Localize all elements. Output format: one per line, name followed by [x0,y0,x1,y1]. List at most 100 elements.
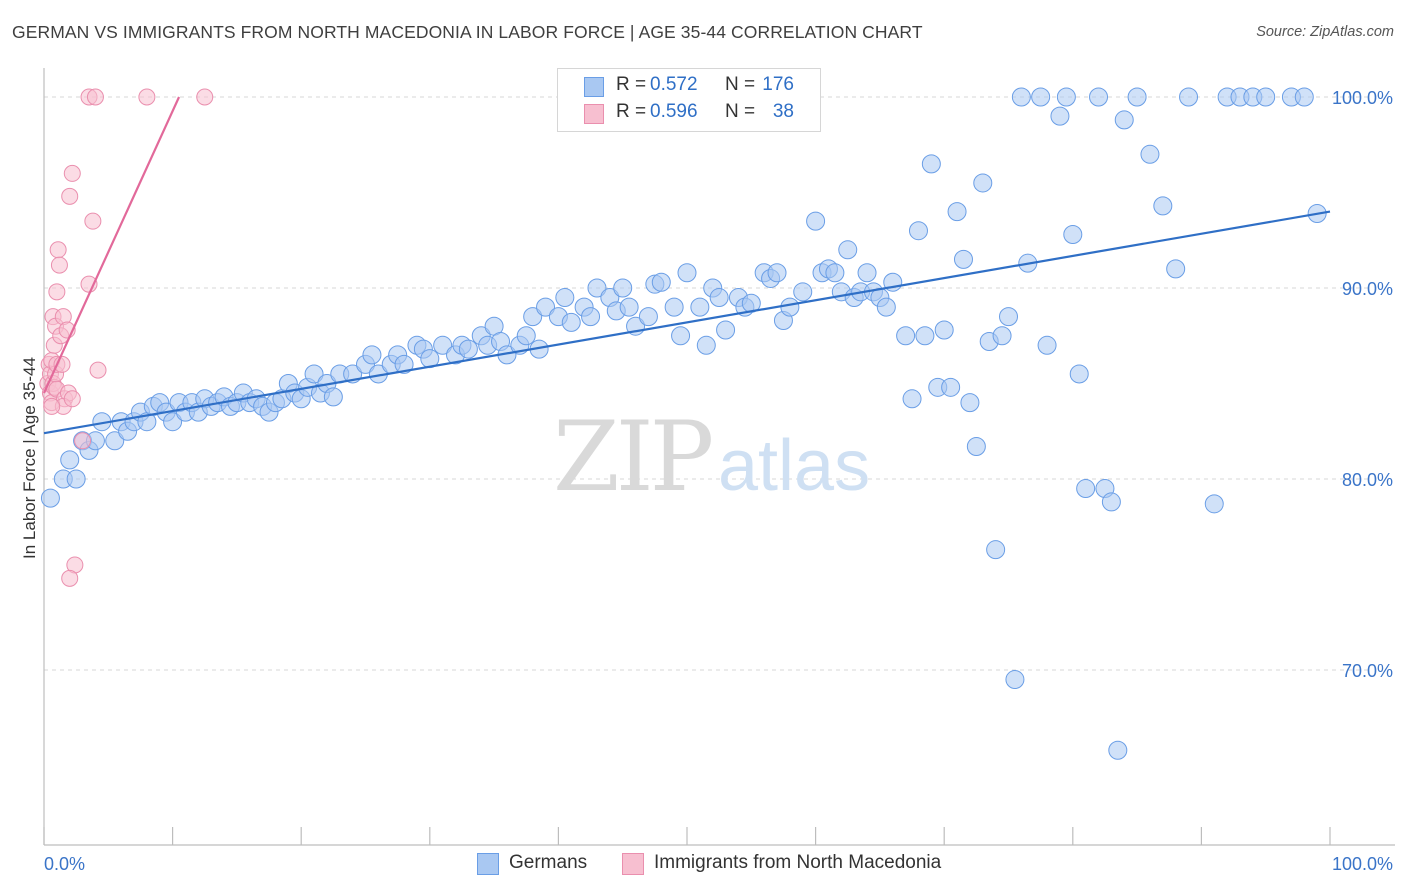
germans-point [677,263,697,283]
macedonia-point [48,283,66,301]
legend-swatch-germans [584,77,604,97]
x-tick-label: 100.0% [1332,854,1393,874]
bottom-legend-swatch-germans [477,853,499,875]
x-tick-label: 0.0% [44,854,85,874]
axes [43,68,1395,846]
germans-point [1140,144,1160,164]
legend-r-value: 0.572 [650,74,698,95]
legend-swatch-macedonia [584,104,604,124]
germans-point [581,307,601,327]
macedonia-point [61,187,79,205]
germans-point [1063,225,1083,245]
macedonia-trend-line [42,96,181,394]
germans-point [638,307,658,327]
legend-r-label: R = [616,101,647,122]
germans-point [953,249,973,269]
germans-point [362,345,382,365]
germans-point [915,326,935,346]
germans-point [1101,492,1121,512]
macedonia-point [138,88,156,106]
macedonia-point [49,241,67,259]
germans-point [960,393,980,413]
germans-point [767,263,787,283]
germans-point [60,450,80,470]
germans-point [876,297,896,317]
germans-point [1179,87,1199,107]
germans-point [458,339,478,359]
germans-point [671,326,691,346]
germans-point [1011,87,1031,107]
chart-title: GERMAN VS IMMIGRANTS FROM NORTH MACEDONI… [12,22,923,42]
trend-lines [42,96,1331,435]
germans-point [934,320,954,340]
y-tick-label: 70.0% [1342,661,1393,681]
germans-point [902,389,922,409]
bottom-legend-swatch-macedonia [622,853,644,875]
germans-point [780,297,800,317]
germans-point [896,326,916,346]
germans-point [793,282,813,302]
germans-point [1114,110,1134,130]
germans-point [806,211,826,231]
macedonia-point [196,88,214,106]
y-tick-label: 100.0% [1332,88,1393,108]
stats-legend: R = 0.572 N = 176 R = 0.596 N = 38 [557,68,821,132]
germans-point [1127,87,1147,107]
germans-point [394,354,414,374]
legend-n-label: N = [725,101,756,122]
germans-point [433,335,453,355]
germans-point [690,297,710,317]
germans-point [1037,335,1057,355]
germans-point [1031,87,1051,107]
germans-point [857,263,877,283]
y-axis-label: In Labor Force | Age 35-44 [20,357,39,559]
macedonia-point [63,164,81,182]
legend-n-value: 38 [772,101,794,122]
tick-labels: 70.0% 80.0% 90.0% 100.0% 0.0% 100.0% [44,88,1393,874]
legend-n-value: 176 [762,74,794,95]
legend-row-germans: R = 0.572 N = 176 [558,73,820,99]
bottom-legend-label: Immigrants from North Macedonia [654,852,942,873]
germans-point [908,221,928,241]
source-label: Source: ZipAtlas.com [1256,24,1394,40]
germans-point [1056,87,1076,107]
macedonia-point [63,390,81,408]
legend-r-label: R = [616,74,647,95]
germans-point [304,364,324,384]
germans-point [1204,494,1224,514]
germans-point [587,278,607,298]
germans-point [105,431,125,451]
germans-point [966,437,986,457]
y-tick-label: 80.0% [1342,470,1393,490]
legend-r-value: 0.596 [650,101,698,122]
germans-point [992,326,1012,346]
germans-point [163,412,183,432]
macedonia-point [86,88,104,106]
legend-row-macedonia: R = 0.596 N = 38 [558,100,820,126]
legend-n-label: N = [725,74,756,95]
germans-point [999,307,1018,327]
germans-point [1069,364,1089,384]
germans-point [986,540,1006,560]
germans-point [1050,106,1070,126]
macedonia-point [61,569,79,587]
germans-point [523,307,543,327]
macedonia-point [43,397,61,415]
gridlines [44,96,1370,671]
germans-trend-line [43,210,1331,435]
macedonia-point [50,256,68,274]
germans-point [619,297,639,317]
germans-point [947,202,967,222]
germans-point [66,469,86,489]
germans-point [716,320,736,340]
watermark-atlas: atlas [718,426,870,506]
germans-point [1294,87,1314,107]
germans-point [516,326,536,346]
germans-point [561,312,581,332]
germans-point [40,488,60,508]
germans-point [1005,670,1025,690]
macedonia-point [74,432,92,450]
germans-point [1256,87,1276,107]
germans-point [1076,479,1096,499]
watermark-zip: ZIP [553,401,712,513]
